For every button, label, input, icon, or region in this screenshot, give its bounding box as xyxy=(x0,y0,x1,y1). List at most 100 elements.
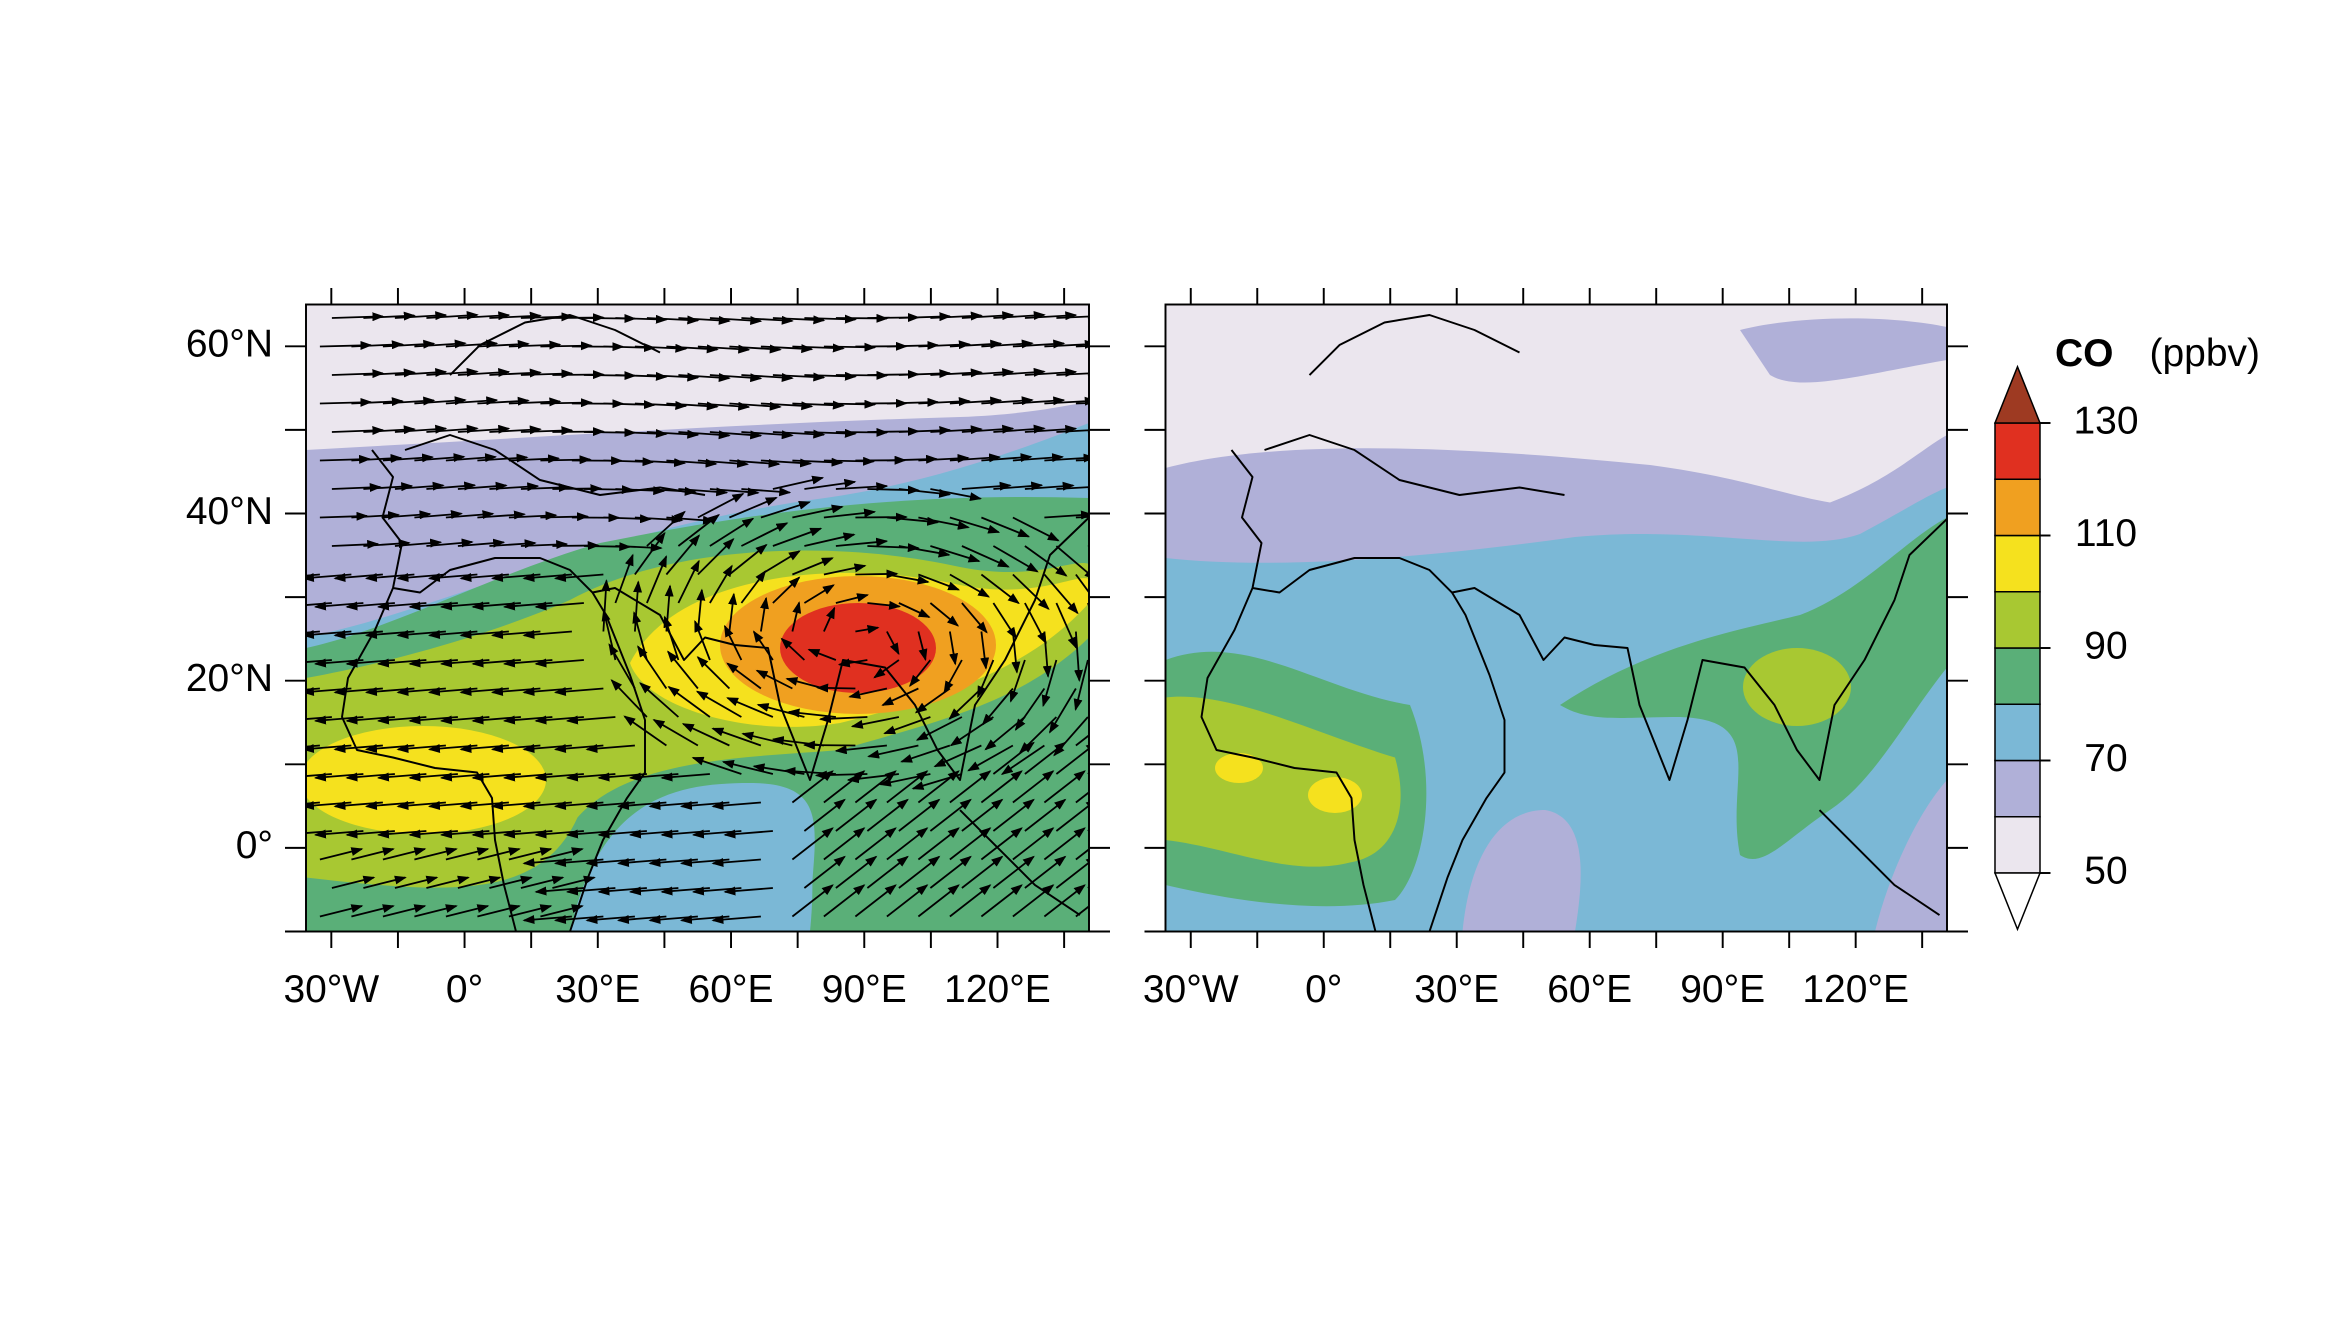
wind-arrow xyxy=(961,855,1004,889)
wind-arrow xyxy=(772,475,825,490)
wind-arrow xyxy=(981,687,1014,726)
wind-arrow xyxy=(426,424,479,434)
wind-arrow xyxy=(981,453,1033,463)
wind-arrow xyxy=(918,453,970,463)
wind-arrow xyxy=(933,744,982,768)
wind-arrow xyxy=(898,488,952,498)
wind-arrow xyxy=(520,875,565,889)
wind-arrow xyxy=(918,516,970,530)
wind-arrow xyxy=(961,798,1004,832)
wind-arrow xyxy=(949,573,991,598)
wind-arrow xyxy=(382,510,432,520)
wind-arrow xyxy=(993,311,1046,321)
wind-arrow xyxy=(553,573,604,582)
wind-arrow xyxy=(382,904,427,918)
wind-arrow xyxy=(414,396,467,406)
wind-arrow xyxy=(414,904,458,918)
wind-arrow xyxy=(520,483,571,493)
wind-arrow xyxy=(900,744,951,763)
wind-arrow xyxy=(553,687,604,696)
wind-arrow xyxy=(382,396,436,406)
wind-arrow xyxy=(520,369,574,379)
contour-fill xyxy=(1165,696,1401,867)
colorbar-title: CO xyxy=(2055,332,2113,375)
contour-fill xyxy=(1462,810,1581,932)
wind-arrow xyxy=(711,801,761,810)
wind-arrow xyxy=(992,741,1035,775)
wind-arrow xyxy=(394,481,445,491)
wind-arrow xyxy=(835,593,870,604)
contour-fill xyxy=(1742,648,1851,727)
x-tick-label: 30°E xyxy=(555,968,640,1011)
wind-arrow xyxy=(1055,855,1089,889)
wind-arrow xyxy=(898,425,952,435)
wind-arrow xyxy=(331,482,382,492)
wind-arrow xyxy=(760,550,801,576)
contour-fill xyxy=(779,603,936,694)
wind-arrow xyxy=(980,573,1020,605)
wind-arrow xyxy=(898,369,952,379)
wind-arrow xyxy=(646,510,686,547)
wind-arrow xyxy=(623,715,667,747)
wind-arrow xyxy=(1012,884,1055,918)
wind-arrow xyxy=(886,770,929,804)
wind-arrow xyxy=(711,727,762,747)
wind-arrow xyxy=(363,539,411,549)
wind-arrow xyxy=(729,496,778,519)
wind-arrow xyxy=(854,770,897,804)
wind-arrow xyxy=(984,716,1026,751)
wind-arrow xyxy=(980,884,1023,918)
wind-arrow xyxy=(803,798,846,832)
wind-arrow xyxy=(943,659,963,694)
wind-arrow xyxy=(477,904,521,918)
wind-arrow xyxy=(445,396,499,406)
wind-arrow xyxy=(803,855,846,889)
wind-arrow xyxy=(709,517,755,547)
wind-arrow xyxy=(792,343,845,353)
wind-arrow xyxy=(918,340,971,350)
wind-arrow xyxy=(678,430,731,440)
wind-arrow xyxy=(930,488,982,502)
wind-arrow xyxy=(855,569,899,579)
wind-arrow xyxy=(711,915,761,924)
wind-arrow xyxy=(993,481,1044,491)
x-tick-label: 30°E xyxy=(1414,968,1499,1011)
wind-arrow xyxy=(949,453,1002,463)
wind-arrow xyxy=(961,545,1010,568)
wind-arrow xyxy=(615,486,666,496)
x-tick-label: 30°W xyxy=(283,968,379,1011)
wind-arrow xyxy=(382,453,435,463)
wind-arrow xyxy=(363,875,407,889)
wind-arrow xyxy=(522,630,572,639)
wind-arrow xyxy=(1075,402,1089,405)
wind-arrow xyxy=(508,904,553,918)
wind-arrow xyxy=(697,538,735,576)
wind-arrow xyxy=(914,687,951,714)
wind-arrow xyxy=(881,687,919,706)
wind-arrow xyxy=(740,570,767,604)
wind-arrow xyxy=(992,545,1039,573)
wind-arrow xyxy=(915,716,963,741)
wind-arrow xyxy=(610,679,648,718)
wind-arrow xyxy=(807,648,837,661)
x-tick-label: 0° xyxy=(446,968,483,1011)
wind-arrow xyxy=(1012,827,1055,861)
wind-arrow xyxy=(760,596,769,632)
wind-arrow xyxy=(823,606,836,632)
wind-arrow xyxy=(414,510,463,519)
wind-arrow xyxy=(457,481,508,491)
wind-arrow xyxy=(1044,453,1089,463)
wind-arrow xyxy=(1024,481,1075,491)
y-tick-label: 40°N xyxy=(186,490,273,533)
wind-arrow xyxy=(697,493,745,519)
wind-arrow xyxy=(886,827,929,861)
wind-arrow xyxy=(850,716,900,729)
wind-arrow xyxy=(660,772,710,782)
wind-arrow xyxy=(363,311,416,321)
wind-arrow xyxy=(489,875,533,889)
wind-arrow xyxy=(382,339,436,349)
colorbar-bin xyxy=(1994,422,2041,481)
wind-arrow xyxy=(709,373,763,383)
colorbar-tick-label: 110 xyxy=(2075,512,2137,555)
